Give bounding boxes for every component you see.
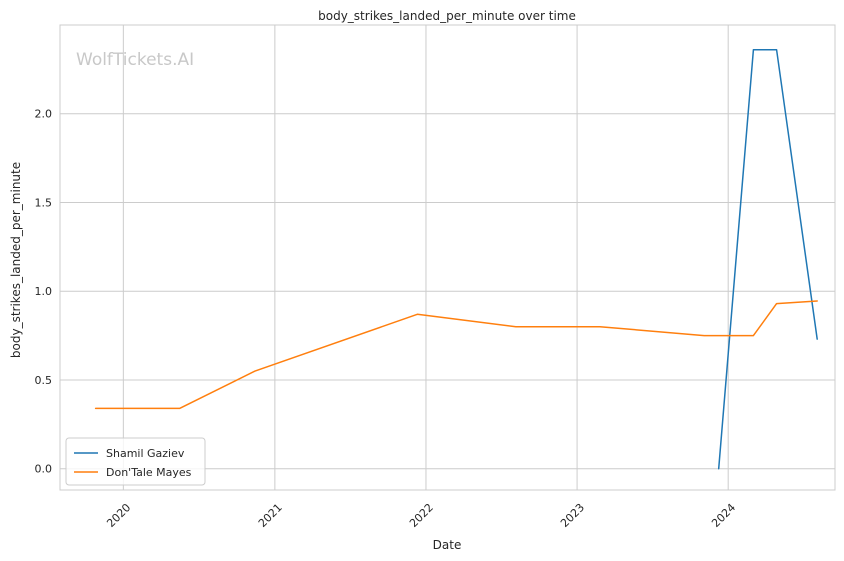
y-tick-label: 1.5 xyxy=(35,196,53,209)
x-tick-label: 2022 xyxy=(407,501,436,530)
y-tick-label: 0.5 xyxy=(35,374,53,387)
series-line-1 xyxy=(94,300,818,410)
y-tick-label: 0.0 xyxy=(35,463,53,476)
x-tick-label: 2024 xyxy=(709,501,738,530)
legend-label: Don'Tale Mayes xyxy=(106,466,192,479)
series-layer xyxy=(94,49,818,470)
legend: Shamil Gaziev Don'Tale Mayes xyxy=(65,437,206,486)
plot-background xyxy=(60,25,835,490)
legend-label: Shamil Gaziev xyxy=(106,447,185,460)
y-tick-label: 1.0 xyxy=(35,285,53,298)
series-line-0 xyxy=(717,49,818,470)
x-tick-label: 2021 xyxy=(256,501,285,530)
grid xyxy=(60,25,835,490)
plot-frame xyxy=(59,24,836,491)
y-tick-label: 2.0 xyxy=(35,108,53,121)
chart-title: body_strikes_landed_per_minute over time xyxy=(318,9,576,23)
y-axis-label: body_strikes_landed_per_minute xyxy=(9,162,23,358)
x-tick-label: 2023 xyxy=(558,501,587,530)
x-axis-label: Date xyxy=(433,538,462,552)
legend-box xyxy=(65,437,206,486)
x-tick-label: 2020 xyxy=(104,501,133,530)
watermark: WolfTickets.AI xyxy=(76,50,194,70)
